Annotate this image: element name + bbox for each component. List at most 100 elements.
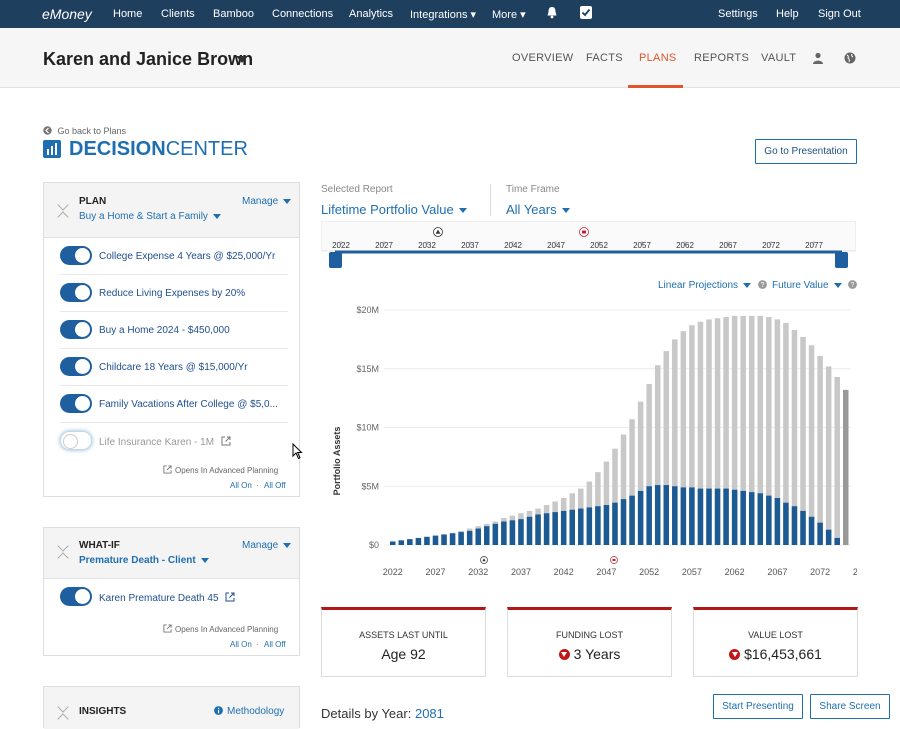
bar-plan[interactable] — [415, 537, 422, 545]
bar-plan[interactable] — [612, 502, 618, 545]
details-year[interactable]: 2081 — [414, 706, 444, 721]
linear-projections-dropdown[interactable]: Linear Projections ? — [658, 280, 767, 291]
bar-plan[interactable] — [449, 533, 456, 545]
bar-baseline[interactable] — [731, 315, 738, 545]
timeline-end-handle[interactable] — [835, 252, 848, 268]
portfolio-chart[interactable]: Portfolio Assets $0 $5M $10M $15M $20M 2022 2… — [321, 296, 857, 582]
tab-facts[interactable]: FACTS — [586, 52, 623, 64]
insights-panel-header[interactable]: INSIGHTS Methodology — [44, 687, 299, 729]
plan-manage-dropdown[interactable]: Manage — [242, 196, 292, 207]
nav-bamboo[interactable]: Bamboo — [213, 8, 254, 20]
bar-plan[interactable] — [646, 486, 652, 545]
future-value-dropdown[interactable]: Future Value ? — [772, 280, 858, 291]
bar-plan[interactable] — [774, 498, 781, 545]
checkbox-icon[interactable] — [580, 6, 592, 19]
bar-baseline[interactable] — [706, 319, 712, 545]
methodology-link[interactable]: Methodology — [214, 706, 284, 717]
back-to-plans-link[interactable]: Go back to Plans — [43, 126, 126, 136]
expand-chevron-icon[interactable] — [57, 552, 69, 564]
bar-baseline[interactable] — [714, 318, 721, 545]
bar-plan[interactable] — [825, 529, 832, 545]
tab-reports[interactable]: REPORTS — [694, 52, 750, 64]
bar-plan[interactable] — [834, 537, 840, 545]
globe-icon[interactable] — [844, 52, 856, 64]
whatif-panel-header[interactable]: WHAT-IF Premature Death - Client Manage — [44, 528, 299, 579]
collapse-chevron-icon[interactable] — [57, 540, 69, 552]
nav-integrations[interactable]: Integrations ▾ — [410, 9, 477, 21]
client-name[interactable]: Karen and Janice Brown — [43, 49, 254, 69]
nav-analytics[interactable]: Analytics — [349, 8, 394, 20]
bar-baseline[interactable] — [766, 317, 772, 545]
bar-plan[interactable] — [697, 488, 704, 545]
bar-plan[interactable] — [706, 488, 712, 545]
bar-plan[interactable] — [518, 519, 524, 545]
bar-plan[interactable] — [757, 493, 764, 545]
bar-plan[interactable] — [569, 509, 575, 545]
timeline-slider[interactable]: 2022 2027 2032 2037 2042 2047 2052 2057 2062 2067… — [321, 221, 856, 271]
bar-baseline[interactable] — [637, 401, 644, 545]
bar-baseline[interactable] — [808, 345, 815, 545]
all-off-link[interactable]: All Off — [264, 481, 286, 490]
help-icon[interactable]: ? — [848, 280, 858, 289]
bar-baseline[interactable] — [774, 319, 781, 545]
bar-plan[interactable] — [689, 487, 695, 545]
bar-plan[interactable] — [654, 485, 661, 545]
nav-help[interactable]: Help — [776, 8, 799, 20]
time-frame-dropdown[interactable]: All Years — [506, 202, 570, 217]
bar-plan[interactable] — [560, 510, 567, 545]
plan-selector[interactable]: Buy a Home & Start a Family — [79, 211, 221, 222]
bar-plan[interactable] — [586, 507, 593, 545]
bar-plan[interactable] — [407, 539, 413, 545]
all-off-link[interactable]: All Off — [264, 640, 286, 649]
bar-plan[interactable] — [509, 520, 516, 545]
expand-chevron-icon[interactable] — [57, 211, 69, 223]
bar-plan[interactable] — [723, 488, 729, 545]
bar-baseline[interactable] — [800, 337, 806, 545]
nav-settings[interactable]: Settings — [718, 8, 758, 20]
bar-plan[interactable] — [484, 526, 490, 545]
bar-plan[interactable] — [714, 488, 721, 545]
bar-plan[interactable] — [783, 502, 789, 545]
start-presenting-button[interactable]: Start Presenting — [713, 694, 803, 719]
bar-plan[interactable] — [552, 512, 558, 545]
bell-icon[interactable] — [546, 6, 558, 19]
bar-plan[interactable] — [535, 514, 541, 545]
emoney-logo[interactable]: eMoney — [42, 6, 92, 22]
bar-plan[interactable] — [791, 506, 798, 545]
help-icon[interactable]: ? — [757, 280, 767, 289]
bar-baseline[interactable] — [825, 366, 832, 545]
bar-plan[interactable] — [526, 516, 533, 545]
bar-baseline[interactable] — [740, 315, 746, 545]
expand-chevron-icon[interactable] — [57, 713, 69, 725]
bar-plan[interactable] — [458, 532, 464, 545]
bar-baseline[interactable] — [843, 389, 849, 545]
collapse-chevron-icon[interactable] — [57, 701, 69, 713]
all-on-link[interactable]: All On — [230, 481, 252, 490]
bar-plan[interactable] — [800, 510, 806, 545]
bar-plan[interactable] — [543, 513, 550, 545]
bar-plan[interactable] — [637, 490, 644, 545]
tab-vault[interactable]: VAULT — [761, 52, 797, 64]
plan-item-toggle[interactable] — [60, 357, 92, 376]
bar-plan[interactable] — [808, 516, 815, 545]
external-link-icon[interactable] — [221, 436, 231, 446]
bar-plan[interactable] — [672, 486, 678, 545]
bar-plan[interactable] — [432, 535, 439, 545]
share-screen-button[interactable]: Share Screen — [810, 694, 890, 719]
bar-plan[interactable] — [492, 523, 499, 545]
bar-baseline[interactable] — [791, 329, 798, 545]
bar-baseline[interactable] — [783, 322, 789, 545]
bar-baseline[interactable] — [680, 331, 687, 545]
whatif-item-toggle[interactable] — [60, 587, 92, 606]
plan-item-toggle[interactable] — [60, 283, 92, 302]
plan-item-toggle[interactable] — [60, 394, 92, 413]
plan-item-toggle[interactable] — [60, 431, 92, 450]
tab-plans[interactable]: PLANS — [639, 52, 677, 64]
nav-more[interactable]: More ▾ — [492, 9, 526, 21]
bar-baseline[interactable] — [757, 315, 764, 545]
all-on-link[interactable]: All On — [230, 640, 252, 649]
bar-plan[interactable] — [680, 487, 687, 545]
whatif-selector[interactable]: Premature Death - Client — [79, 555, 209, 566]
bar-plan[interactable] — [501, 521, 507, 546]
nav-home[interactable]: Home — [113, 8, 143, 20]
